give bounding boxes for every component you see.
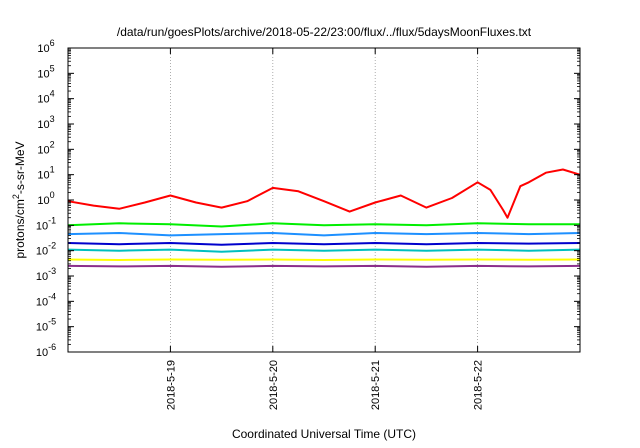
y-tick-label: 10-2 xyxy=(36,241,56,258)
y-tick-label-base: 10 xyxy=(37,43,49,55)
y-tick-label: 10-5 xyxy=(36,317,56,334)
y-tick-label: 105 xyxy=(37,63,54,80)
y-tick-label-base: 10 xyxy=(37,195,49,207)
y-tick-label: 102 xyxy=(37,139,54,156)
y-tick-label-exponent: -5 xyxy=(48,317,56,327)
y-tick-label-exponent: -2 xyxy=(48,241,56,251)
y-tick-label-base: 10 xyxy=(37,170,49,182)
y-tick-label: 10-1 xyxy=(36,215,56,232)
y-tick-label-base: 10 xyxy=(36,271,48,283)
y-tick-label: 10-6 xyxy=(36,342,56,359)
series-lines xyxy=(67,168,581,268)
y-axis-title-sup: 2 xyxy=(11,194,21,199)
y-tick-label-base: 10 xyxy=(36,246,48,258)
y-tick-label: 104 xyxy=(37,89,54,106)
y-tick-label: 100 xyxy=(37,190,54,207)
y-tick-label-exponent: 6 xyxy=(50,38,55,48)
y-tick-label-exponent: 2 xyxy=(50,139,55,149)
series-line-6 xyxy=(67,264,581,268)
y-tick-label-exponent: -3 xyxy=(48,266,56,276)
y-axis: 10-610-510-410-310-210-11001011021031041… xyxy=(36,38,580,359)
series-line-0 xyxy=(67,168,581,219)
y-tick-label-base: 10 xyxy=(37,144,49,156)
y-tick-label-base: 10 xyxy=(37,68,49,80)
x-axis-title: Coordinated Universal Time (UTC) xyxy=(232,427,416,441)
series-line-4 xyxy=(67,248,581,253)
y-tick-label: 10-4 xyxy=(36,291,56,308)
y-tick-label-exponent: 4 xyxy=(50,89,55,99)
plot-frame xyxy=(67,47,581,353)
y-axis-title: protons/cm2-s-sr-MeV xyxy=(11,141,27,258)
series-line-2 xyxy=(67,232,581,237)
y-axis-title-main: protons/cm xyxy=(13,199,27,258)
y-tick-label-exponent: 3 xyxy=(50,114,55,124)
y-tick-label: 103 xyxy=(37,114,54,131)
y-tick-label-exponent: 0 xyxy=(50,190,55,200)
series-line-5 xyxy=(67,258,581,261)
series-line-1 xyxy=(67,222,580,228)
y-tick-label-base: 10 xyxy=(36,296,48,308)
y-tick-label: 106 xyxy=(37,38,54,55)
x-tick-label: 2018-5-21 xyxy=(370,360,382,410)
x-tick-label: 2018-5-19 xyxy=(165,360,177,410)
x-axis: 2018-5-19 2018-5-20 2018-5-21 2018-5-22 xyxy=(165,48,485,410)
y-tick-label-exponent: 1 xyxy=(50,165,55,175)
y-tick-label-base: 10 xyxy=(37,119,49,131)
y-tick-label: 10-3 xyxy=(36,266,56,283)
chart-title: /data/run/goesPlots/archive/2018-05-22/2… xyxy=(117,25,532,39)
y-tick-label-base: 10 xyxy=(36,220,48,232)
y-tick-label-exponent: -4 xyxy=(48,291,56,301)
grid-lines xyxy=(169,48,479,352)
y-tick-label-base: 10 xyxy=(36,322,48,334)
x-tick-label: 2018-5-22 xyxy=(473,360,485,410)
x-tick-label: 2018-5-20 xyxy=(268,360,280,410)
y-axis-title-rest: -s-sr-MeV xyxy=(13,141,27,194)
y-tick-label: 101 xyxy=(37,165,54,182)
y-tick-label-base: 10 xyxy=(36,347,48,359)
series-line-3 xyxy=(67,242,581,246)
y-tick-label-exponent: -1 xyxy=(48,215,56,225)
y-tick-label-base: 10 xyxy=(37,94,49,106)
y-tick-label-exponent: 5 xyxy=(50,63,55,73)
y-tick-label-exponent: -6 xyxy=(48,342,56,352)
